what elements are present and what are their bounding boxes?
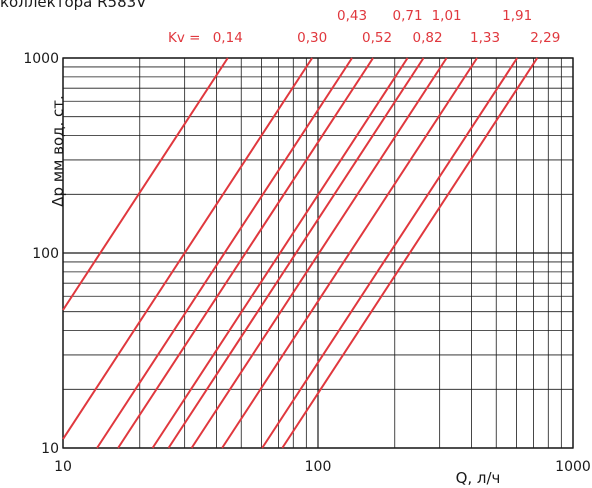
series-label: 1,33	[470, 30, 500, 46]
series-label: 0,52	[362, 30, 392, 46]
series-label: 0,71	[393, 8, 423, 24]
series-label: 0,14	[213, 30, 243, 46]
series-line	[62, 57, 229, 311]
y-tick-label: 1000	[23, 51, 59, 67]
y-tick-label: 10	[41, 441, 59, 457]
series-line	[62, 57, 314, 440]
kv-prefix-label: Kv =	[168, 30, 200, 46]
series-label: 0,30	[297, 30, 327, 46]
series-line	[221, 57, 478, 449]
y-tick-label: 100	[32, 246, 59, 262]
series-line	[167, 57, 425, 449]
series-line	[96, 57, 353, 449]
series-label: 0,82	[412, 30, 442, 46]
series-label: 2,29	[530, 30, 560, 46]
x-tick-label: 10	[54, 459, 72, 475]
series-line	[261, 57, 519, 449]
series-label: 0,43	[337, 8, 367, 24]
series-line	[190, 57, 448, 449]
x-tick-label: 100	[305, 459, 332, 475]
series-label: 1,01	[432, 8, 462, 24]
x-axis-label: Q, л/ч	[456, 469, 501, 487]
series-label: 1,91	[502, 8, 532, 24]
series-line	[281, 57, 539, 449]
plot-frame	[62, 57, 574, 449]
chart-title: коллектора R583V	[0, 0, 147, 11]
x-tick-label: 1000	[555, 459, 591, 475]
series-line	[117, 57, 374, 449]
series-line	[151, 57, 409, 449]
